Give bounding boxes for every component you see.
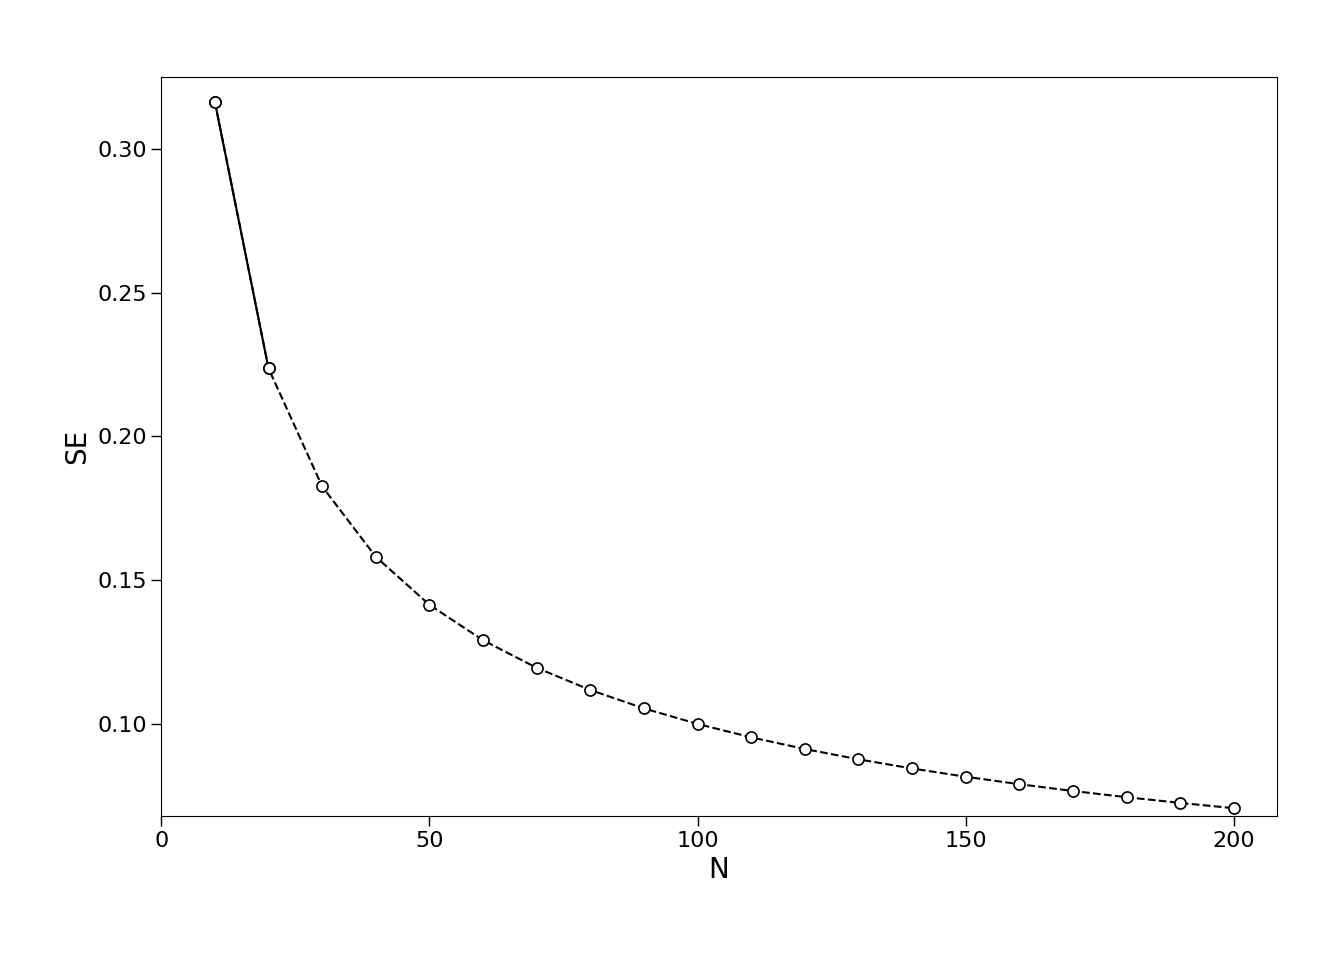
X-axis label: N: N <box>708 856 730 884</box>
Y-axis label: SE: SE <box>63 429 91 464</box>
